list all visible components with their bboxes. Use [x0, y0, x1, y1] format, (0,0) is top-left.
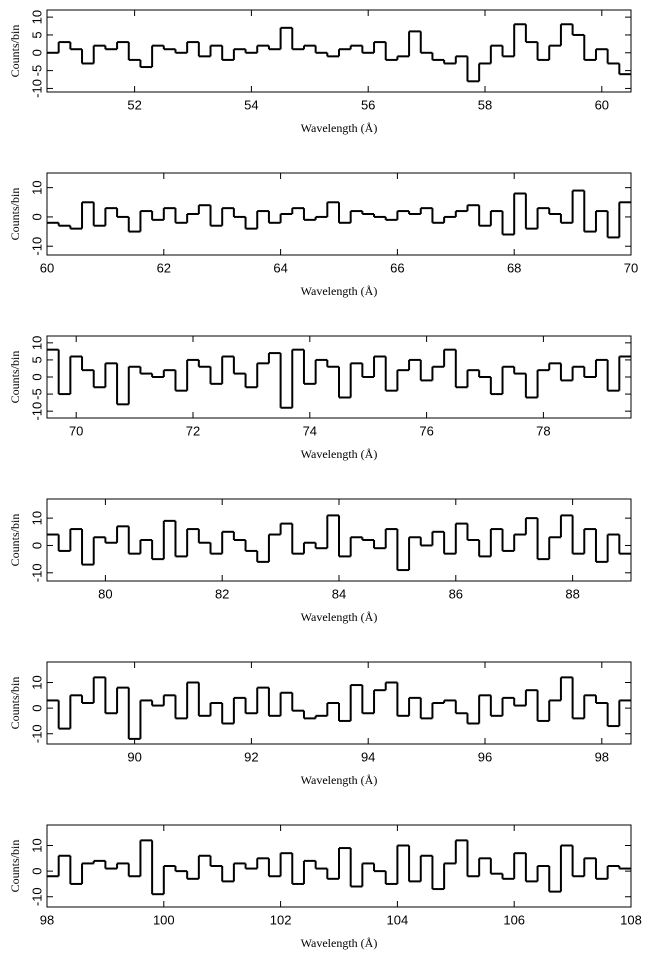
y-tick-label: -10 — [29, 563, 44, 582]
x-tick-label: 96 — [478, 749, 492, 764]
x-tick-label: 72 — [186, 423, 200, 438]
x-tick-label: 54 — [244, 97, 258, 112]
x-tick-label: 98 — [40, 912, 54, 927]
x-axis-label: Wavelength (Å) — [301, 284, 378, 298]
y-tick-label: -5 — [29, 388, 44, 400]
x-axis-label: Wavelength (Å) — [301, 121, 378, 135]
y-axis-label: Counts/bin — [8, 677, 22, 730]
y-tick-label: -10 — [29, 237, 44, 256]
y-axis-label: Counts/bin — [8, 351, 22, 404]
y-tick-label: -5 — [29, 65, 44, 77]
panel: 98 100 102 104 106 108 -10 0 10 Wavelength (Å) Cou… — [8, 824, 642, 950]
y-tick-label: 10 — [29, 675, 44, 689]
y-axis-label: Counts/bin — [8, 188, 22, 241]
x-tick-label: 100 — [153, 912, 175, 927]
x-tick-label: 78 — [536, 423, 550, 438]
x-tick-label: 88 — [565, 586, 579, 601]
y-tick-label: 0 — [29, 49, 44, 56]
y-tick-label: -10 — [29, 724, 44, 743]
x-tick-label: 84 — [332, 586, 346, 601]
y-axis-label: Counts/bin — [8, 840, 22, 893]
x-tick-label: 94 — [361, 749, 375, 764]
x-tick-label: 106 — [503, 912, 525, 927]
y-axis-label: Counts/bin — [8, 514, 22, 567]
panel: 60 62 64 66 68 70 -10 0 10 Wavelength (Å) Counts/b… — [8, 172, 638, 298]
y-tick-label: 5 — [29, 356, 44, 363]
x-tick-label: 98 — [595, 749, 609, 764]
x-tick-label: 86 — [449, 586, 463, 601]
y-tick-label: 0 — [29, 868, 44, 875]
y-tick-label: 0 — [29, 705, 44, 712]
y-tick-label: -10 — [29, 79, 44, 98]
y-tick-label: -10 — [29, 402, 44, 421]
plot-frame — [46, 172, 632, 256]
x-tick-label: 58 — [478, 97, 492, 112]
y-tick-label: 0 — [29, 542, 44, 549]
y-tick-label: 0 — [29, 213, 44, 220]
x-tick-label: 74 — [303, 423, 317, 438]
x-tick-label: 66 — [390, 260, 404, 275]
x-tick-label: 62 — [157, 260, 171, 275]
x-tick-label: 102 — [270, 912, 292, 927]
panel: 52 54 56 58 60 -10 -5 0 5 10 Wavelength (Å) Counts/… — [8, 9, 632, 135]
plot-frame — [46, 824, 632, 908]
x-tick-label: 64 — [273, 260, 287, 275]
x-tick-label: 60 — [595, 97, 609, 112]
plot-frame — [46, 661, 632, 745]
x-axis-label: Wavelength (Å) — [301, 447, 378, 461]
x-tick-label: 70 — [69, 423, 83, 438]
y-axis-label: Counts/bin — [8, 25, 22, 78]
y-tick-label: 0 — [29, 373, 44, 380]
x-tick-label: 108 — [620, 912, 642, 927]
x-tick-label: 76 — [419, 423, 433, 438]
x-tick-label: 60 — [40, 260, 54, 275]
x-axis-label: Wavelength (Å) — [301, 773, 378, 787]
x-tick-label: 52 — [127, 97, 141, 112]
y-tick-label: 5 — [29, 31, 44, 38]
x-axis-label: Wavelength (Å) — [301, 936, 378, 950]
panel: 90 92 94 96 98 -10 0 10 Wavelength (Å) Counts/bin — [8, 661, 632, 787]
y-tick-label: -10 — [29, 887, 44, 906]
x-tick-label: 104 — [387, 912, 409, 927]
x-tick-label: 82 — [215, 586, 229, 601]
panel: 70 72 74 76 78 -10 -5 0 5 10 Wavelength (Å) Counts/… — [8, 335, 632, 461]
x-tick-label: 80 — [98, 586, 112, 601]
x-tick-label: 90 — [127, 749, 141, 764]
plot-frame — [46, 9, 632, 93]
x-tick-label: 70 — [624, 260, 638, 275]
x-tick-label: 92 — [244, 749, 258, 764]
y-tick-label: 10 — [29, 511, 44, 525]
panel: 80 82 84 86 88 -10 0 10 Wavelength (Å) Counts/bin — [8, 498, 632, 624]
x-tick-label: 68 — [507, 260, 521, 275]
y-tick-label: 10 — [29, 180, 44, 194]
y-tick-label: 10 — [29, 838, 44, 852]
y-tick-label: 10 — [29, 336, 44, 350]
x-tick-label: 56 — [361, 97, 375, 112]
x-axis-label: Wavelength (Å) — [301, 610, 378, 624]
y-tick-label: 10 — [29, 10, 44, 24]
